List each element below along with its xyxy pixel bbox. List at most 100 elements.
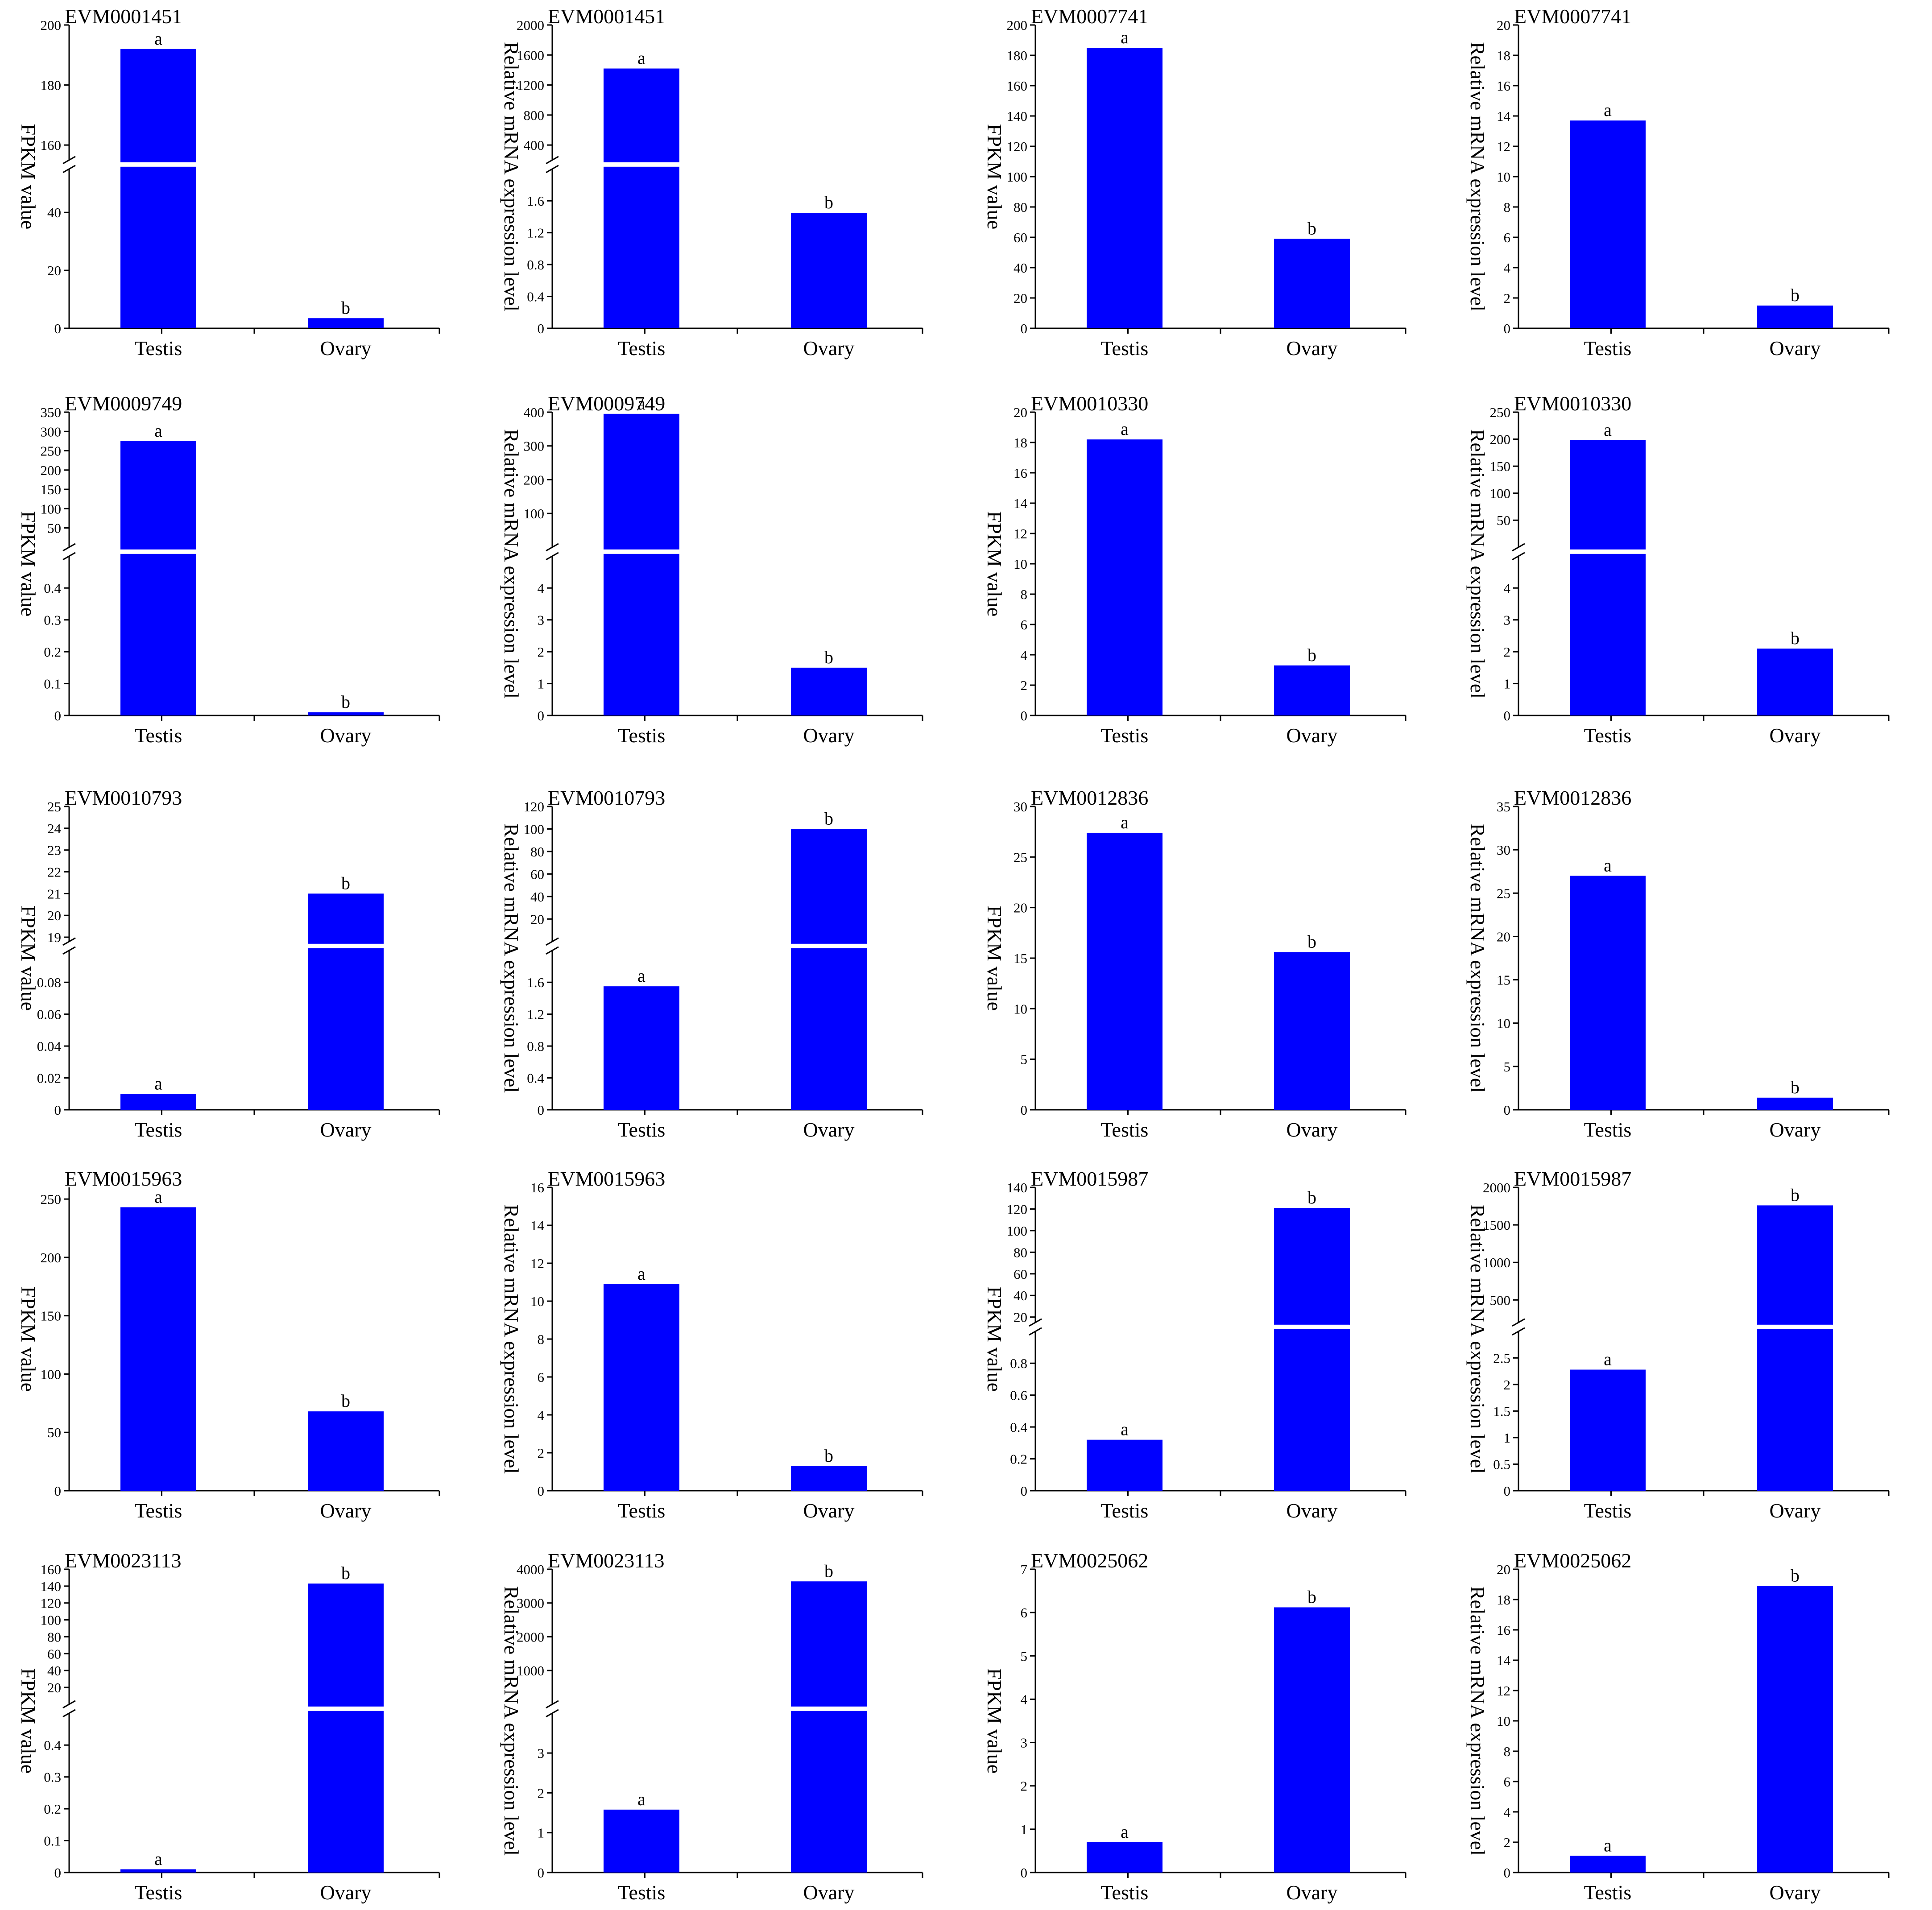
y-tick-label: 4	[1021, 1691, 1028, 1707]
y-tick-label: 500	[1490, 1292, 1511, 1308]
chart-panel-4: EVM0007741 Relative mRNA expression level…	[1466, 5, 1890, 360]
y-tick-label: 23	[47, 843, 61, 858]
significance-label: b	[341, 298, 350, 318]
chart-title: EVM0007741	[1031, 5, 1148, 28]
chart-title: EVM0023113	[65, 1549, 182, 1572]
y-tick-label: 20	[47, 263, 61, 278]
y-tick-label: 300	[41, 424, 62, 439]
bar-ovary	[791, 829, 867, 1110]
y-axis-label: FPKM value	[17, 511, 40, 616]
y-tick-label: 1500	[1483, 1217, 1510, 1233]
chart-panel-2: EVM0001451 Relative mRNA expression level…	[500, 5, 923, 360]
y-tick-label: 8	[1504, 199, 1511, 215]
chart-title: EVM0012836	[1514, 786, 1631, 809]
bar-ovary	[308, 1411, 384, 1491]
significance-label: a	[1121, 1822, 1129, 1842]
y-tick-label: 200	[1007, 17, 1028, 33]
y-tick-label: 0.4	[44, 1737, 61, 1753]
y-tick-label: 0.2	[44, 644, 61, 660]
y-tick-label: 0	[1021, 321, 1028, 336]
bar-break-band	[120, 1706, 196, 1711]
x-category-label: Ovary	[320, 1499, 372, 1522]
x-category-label: Ovary	[803, 1881, 855, 1904]
significance-label: a	[154, 1187, 162, 1207]
bar-testis	[604, 1284, 679, 1491]
bar-break-band	[120, 162, 196, 167]
y-tick-label: 80	[47, 1629, 61, 1645]
bar-testis	[1570, 876, 1646, 1110]
y-tick-label: 20	[1014, 900, 1027, 916]
y-axis-label: Relative mRNA expression level	[500, 823, 523, 1093]
y-tick-label: 3	[1021, 1735, 1028, 1751]
significance-label: a	[637, 48, 645, 68]
x-category-label: Testis	[135, 1499, 182, 1522]
y-tick-label: 150	[41, 1308, 62, 1324]
y-tick-label: 12	[1014, 526, 1027, 542]
x-category-label: Testis	[135, 1881, 182, 1904]
y-tick-label: 60	[1014, 230, 1027, 245]
x-category-label: Ovary	[1287, 1499, 1338, 1522]
significance-label: b	[1791, 1077, 1800, 1097]
bar-testis	[1087, 48, 1163, 328]
y-tick-label: 60	[47, 1646, 61, 1662]
significance-label: a	[637, 966, 645, 986]
bar-break-band	[604, 549, 679, 554]
bar-ovary	[1757, 1205, 1833, 1491]
bar-testis	[120, 441, 196, 715]
y-tick-label: 16	[1014, 465, 1027, 481]
axis-break-mark	[546, 937, 559, 946]
y-axis-label: FPKM value	[17, 124, 40, 229]
bar-ovary	[308, 712, 384, 715]
chart-panel-18: EVM0023113 Relative mRNA expression level…	[500, 1549, 923, 1904]
significance-label: b	[1791, 1185, 1800, 1205]
y-axis-label: Relative mRNA expression level	[500, 429, 523, 699]
chart-title: EVM0009749	[548, 392, 665, 415]
y-tick-label: 0	[1504, 321, 1511, 336]
y-tick-label: 14	[1014, 496, 1028, 511]
y-tick-label: 0.1	[44, 1833, 61, 1849]
y-tick-label: 16	[1497, 1622, 1510, 1638]
y-tick-label: 40	[1014, 260, 1027, 276]
y-tick-label: 0	[538, 708, 545, 723]
x-category-label: Ovary	[1770, 1881, 1821, 1904]
y-tick-label: 20	[1014, 1310, 1027, 1325]
significance-label: b	[824, 1561, 833, 1581]
y-tick-label: 24	[47, 821, 62, 836]
y-tick-label: 1	[1021, 1822, 1028, 1837]
y-tick-label: 4	[1504, 1804, 1511, 1820]
significance-label: b	[1307, 1187, 1316, 1207]
y-tick-label: 0	[1504, 1483, 1511, 1499]
y-tick-label: 2	[1504, 290, 1511, 306]
bar-break-band	[308, 943, 384, 948]
significance-label: a	[1121, 1419, 1129, 1439]
bar-testis	[1570, 120, 1646, 328]
bar-ovary	[1274, 239, 1350, 328]
y-tick-label: 40	[47, 1663, 61, 1678]
x-category-label: Ovary	[1287, 1118, 1338, 1141]
bar-testis	[1087, 1439, 1163, 1491]
chart-panel-8: EVM0010330 Relative mRNA expression level…	[1466, 392, 1890, 747]
y-tick-label: 1600	[517, 47, 544, 63]
y-tick-label: 50	[47, 521, 61, 536]
y-tick-label: 0.06	[37, 1007, 61, 1022]
significance-label: a	[1121, 812, 1129, 832]
y-tick-label: 80	[1014, 1244, 1027, 1260]
y-tick-label: 12	[1497, 1683, 1510, 1699]
bar-break-band	[308, 549, 384, 554]
y-tick-label: 100	[41, 1366, 62, 1382]
y-tick-label: 50	[47, 1425, 61, 1440]
y-tick-label: 6	[1021, 617, 1028, 633]
y-tick-label: 18	[1497, 1592, 1510, 1608]
x-category-label: Testis	[135, 724, 182, 747]
y-tick-label: 8	[538, 1331, 545, 1347]
axis-break-mark	[62, 156, 76, 165]
bar-break-band	[791, 549, 867, 554]
y-tick-label: 100	[1007, 1223, 1028, 1239]
y-tick-label: 20	[1497, 17, 1510, 33]
y-tick-label: 25	[47, 799, 61, 814]
y-tick-label: 2	[1021, 1778, 1028, 1794]
y-tick-label: 0.8	[527, 257, 544, 273]
y-tick-label: 6	[1504, 230, 1511, 245]
chart-title: EVM0010793	[548, 786, 665, 809]
y-axis-label: Relative mRNA expression level	[1466, 42, 1489, 311]
